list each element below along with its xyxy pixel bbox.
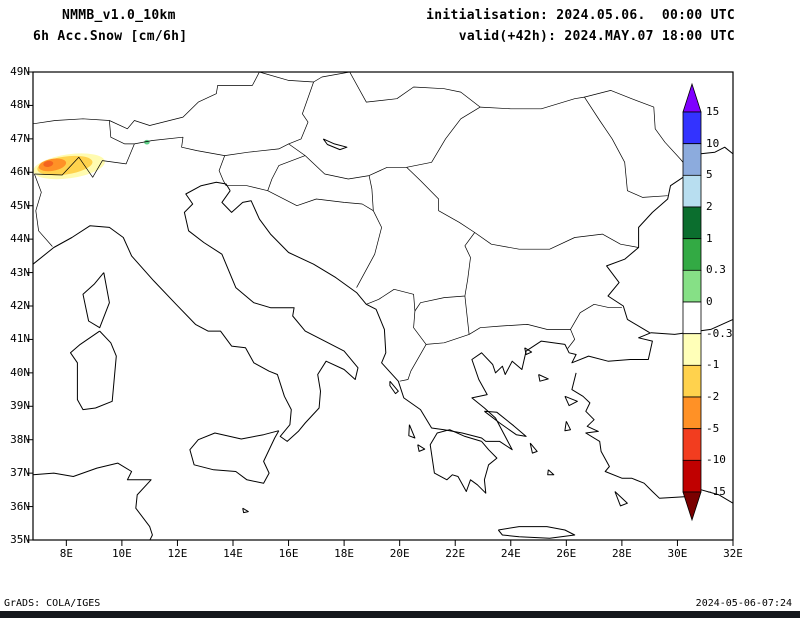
colorbar-segment bbox=[682, 174, 702, 208]
colorbar-arrow-bottom bbox=[682, 491, 702, 522]
colorbar-segment bbox=[682, 206, 702, 240]
coastline bbox=[564, 395, 578, 407]
coastline bbox=[538, 374, 549, 382]
coastline bbox=[408, 424, 416, 439]
country-border bbox=[224, 143, 289, 156]
colorbar-segment bbox=[682, 269, 702, 303]
colorbar-segment bbox=[682, 238, 702, 271]
coastline bbox=[547, 469, 555, 476]
model-title: NMMB_v1.0_10km bbox=[62, 8, 176, 23]
coastline bbox=[322, 138, 348, 151]
coastline bbox=[484, 410, 527, 437]
axes-and-colorbar-layer bbox=[27, 71, 734, 546]
country-border bbox=[349, 72, 481, 108]
coastline bbox=[33, 462, 153, 540]
country-border bbox=[584, 90, 691, 171]
colorbar-segment bbox=[682, 301, 702, 335]
coastline bbox=[606, 146, 733, 334]
country-border bbox=[226, 155, 306, 192]
country-border bbox=[267, 190, 382, 288]
coastline bbox=[564, 421, 571, 432]
country-border bbox=[288, 81, 314, 156]
country-border bbox=[368, 175, 374, 211]
country-border bbox=[474, 232, 639, 250]
coastline bbox=[417, 444, 426, 452]
colorbar-segment bbox=[682, 364, 702, 398]
coastline bbox=[389, 380, 399, 395]
country-border bbox=[109, 120, 135, 145]
country-border bbox=[34, 136, 227, 186]
geography-layer bbox=[33, 72, 733, 540]
coastline bbox=[524, 347, 533, 355]
grads-credit: GrADS: COLA/IGES bbox=[4, 598, 101, 609]
coastline bbox=[242, 507, 249, 514]
country-border bbox=[399, 344, 427, 382]
country-border bbox=[259, 72, 350, 83]
render-timestamp: 2024-05-06-07:24 bbox=[695, 598, 792, 609]
coastline bbox=[82, 272, 110, 329]
country-border bbox=[304, 96, 668, 198]
coastline bbox=[497, 526, 576, 539]
colorbar-segment bbox=[682, 333, 702, 366]
valid-time-label: valid(+42h): 2024.MAY.07 18:00 UTC bbox=[458, 29, 735, 44]
coastline bbox=[33, 181, 359, 442]
colorbar-arrow-top bbox=[682, 82, 702, 113]
snow-shaded-area bbox=[43, 160, 54, 167]
coastline bbox=[189, 430, 280, 484]
colorbar-segment bbox=[682, 459, 702, 493]
coastline bbox=[571, 372, 733, 504]
bottom-bar bbox=[0, 611, 800, 618]
country-border bbox=[468, 303, 622, 335]
field-title: 6h Acc.Snow [cm/6h] bbox=[33, 29, 188, 44]
coastline bbox=[429, 429, 498, 494]
country-border bbox=[366, 167, 476, 312]
country-border bbox=[34, 173, 53, 247]
coastline bbox=[529, 442, 538, 454]
country-border bbox=[413, 295, 470, 345]
init-time-label: initialisation: 2024.05.06. 00:00 UTC bbox=[426, 8, 735, 23]
colorbar-segment bbox=[682, 428, 702, 461]
colorbar-segment bbox=[682, 143, 702, 176]
coastline bbox=[614, 491, 628, 507]
map-frame bbox=[32, 71, 734, 541]
coastline bbox=[70, 330, 117, 411]
coastline bbox=[221, 190, 733, 451]
colorbar-segment bbox=[682, 396, 702, 430]
country-border bbox=[33, 72, 260, 130]
colorbar-segment bbox=[682, 111, 702, 145]
country-border bbox=[567, 329, 576, 349]
